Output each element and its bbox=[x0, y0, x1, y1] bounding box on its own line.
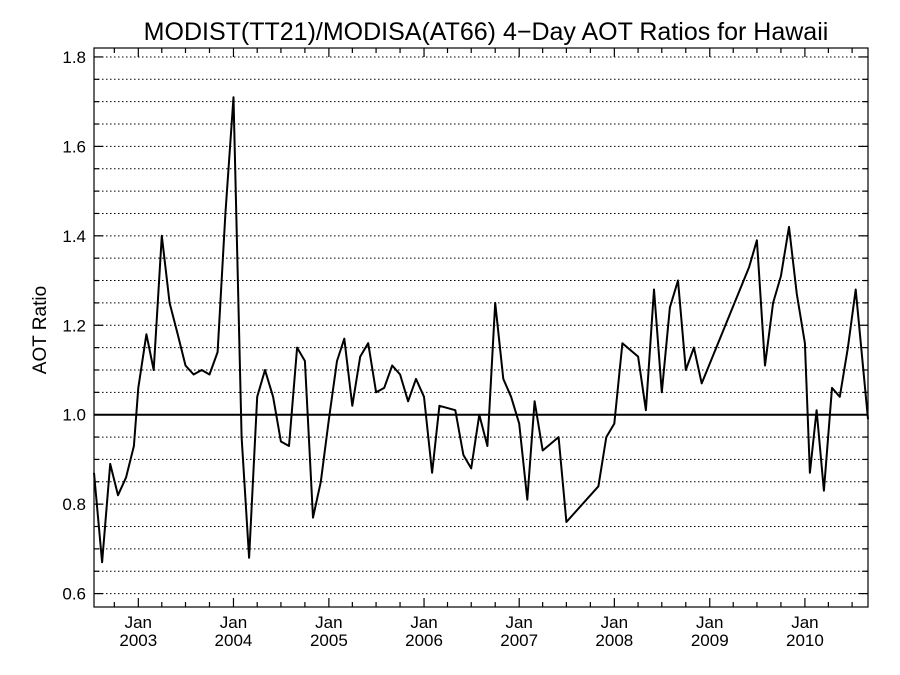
y-tick-label: 1.6 bbox=[62, 137, 86, 156]
x-tick-label-year: 2009 bbox=[691, 631, 729, 650]
y-tick-label: 1.2 bbox=[62, 316, 86, 335]
x-tick-label-month: Jan bbox=[696, 613, 723, 632]
y-axis-ticks: 0.6 0.8 1.0 1.2 1.4 1.6 1.8 bbox=[62, 48, 868, 604]
x-tick-label-year: 2003 bbox=[119, 631, 157, 650]
y-tick-label: 1.4 bbox=[62, 227, 86, 246]
x-tick-label-month: Jan bbox=[601, 613, 628, 632]
plot-frame bbox=[93, 47, 869, 608]
gridlines bbox=[94, 56, 868, 595]
y-tick-label: 0.6 bbox=[62, 585, 86, 604]
x-tick-label-year: 2005 bbox=[310, 631, 348, 650]
chart-title: MODIST(TT21)/MODISA(AT66) 4−Day AOT Rati… bbox=[144, 18, 829, 46]
y-tick-label: 1.0 bbox=[62, 406, 86, 425]
y-tick-label: 0.8 bbox=[62, 495, 86, 514]
x-tick-label-month: Jan bbox=[220, 613, 247, 632]
x-tick-label-month: Jan bbox=[125, 613, 152, 632]
y-tick-label: 1.8 bbox=[62, 48, 86, 67]
x-tick-label-month: Jan bbox=[410, 613, 437, 632]
x-tick-label-month: Jan bbox=[791, 613, 818, 632]
x-tick-label-year: 2008 bbox=[595, 631, 633, 650]
y-axis-label: AOT Ratio bbox=[30, 286, 51, 374]
series-line bbox=[93, 96, 869, 564]
x-tick-label-year: 2004 bbox=[215, 631, 253, 650]
x-axis-ticks: Jan2003Jan2004Jan2005Jan2006Jan2007Jan20… bbox=[113, 48, 853, 650]
x-tick-label-month: Jan bbox=[315, 613, 342, 632]
x-tick-label-year: 2010 bbox=[786, 631, 824, 650]
x-tick-label-year: 2007 bbox=[500, 631, 538, 650]
x-tick-label-month: Jan bbox=[505, 613, 532, 632]
x-tick-label-year: 2006 bbox=[405, 631, 443, 650]
series-group bbox=[93, 96, 869, 564]
